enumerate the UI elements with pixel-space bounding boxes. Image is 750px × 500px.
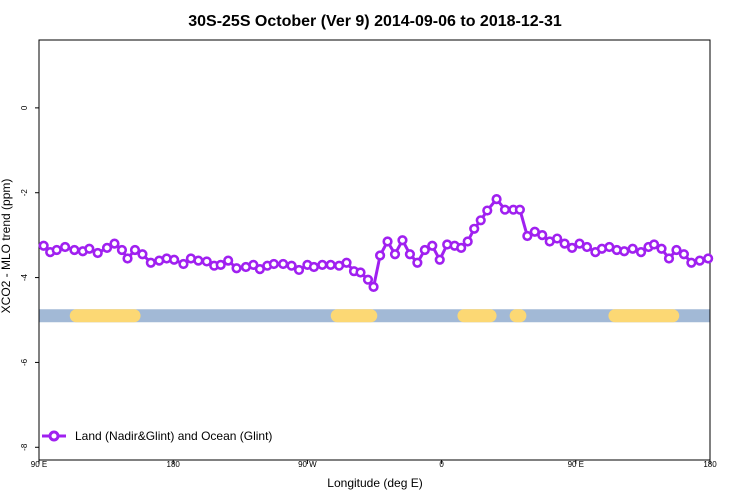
data-point xyxy=(382,236,393,247)
data-point xyxy=(201,256,212,267)
x-tick-label-1: 180 xyxy=(167,460,181,469)
x-tick-label-4: 90 E xyxy=(568,460,584,469)
data-point xyxy=(145,257,156,268)
data-point xyxy=(231,263,242,274)
data-point xyxy=(522,230,533,242)
data-point xyxy=(389,249,401,260)
data-point xyxy=(581,241,593,253)
data-point xyxy=(656,243,667,254)
data-point xyxy=(412,257,423,268)
data-point xyxy=(169,254,180,265)
legend-marker xyxy=(48,430,60,442)
data-point xyxy=(686,257,697,268)
data-point xyxy=(491,193,502,205)
data-point xyxy=(648,239,660,250)
data-point xyxy=(286,260,297,271)
data-point xyxy=(434,254,445,265)
plot-frame xyxy=(38,39,711,461)
data-point xyxy=(59,241,71,253)
data-point xyxy=(122,253,133,264)
legend-label: Land (Nadir&Glint) and Ocean (Glint) xyxy=(75,429,272,443)
data-point xyxy=(566,242,578,253)
x-tick-label-5: 180 xyxy=(703,460,717,469)
data-point xyxy=(499,204,511,215)
data-point xyxy=(537,230,548,241)
y-tick-label-4: -8 xyxy=(20,443,29,451)
data-point xyxy=(341,257,352,268)
data-point xyxy=(137,249,148,260)
data-point xyxy=(116,244,128,256)
data-point xyxy=(362,274,374,285)
data-point xyxy=(69,244,80,256)
data-point xyxy=(619,246,630,257)
data-point xyxy=(268,258,279,270)
data-point xyxy=(38,240,49,251)
x-tick-label-3: 0 xyxy=(439,460,444,469)
data-point xyxy=(469,223,480,234)
x-axis-label: Longitude (deg E) xyxy=(327,476,422,490)
data-point xyxy=(92,247,103,259)
data-point xyxy=(678,249,690,260)
data-point xyxy=(462,236,473,247)
data-point xyxy=(215,259,226,270)
data-point xyxy=(355,267,366,278)
data-point xyxy=(101,242,113,253)
y-axis-label: XCO2 - MLO trend (ppm) xyxy=(0,179,13,314)
data-point xyxy=(404,249,416,260)
data-point xyxy=(193,255,204,266)
data-point xyxy=(178,258,189,270)
data-point xyxy=(456,242,467,253)
data-point xyxy=(325,259,336,270)
data-point xyxy=(627,243,638,254)
data-point xyxy=(84,243,95,254)
data-point xyxy=(308,261,320,273)
y-tick-label-2: -4 xyxy=(20,273,29,281)
series-layer xyxy=(38,193,714,293)
data-point xyxy=(671,244,682,256)
x-tick-label-2: 90 W xyxy=(298,460,317,469)
y-tick-label-3: -6 xyxy=(20,358,29,366)
y-tick-label-1: -2 xyxy=(20,189,29,197)
data-point xyxy=(635,247,647,258)
data-point xyxy=(397,235,408,246)
data-point xyxy=(223,255,234,266)
data-point xyxy=(514,204,525,215)
chart-title: 30S-25S October (Ver 9) 2014-09-06 to 20… xyxy=(188,13,562,30)
data-point xyxy=(374,250,386,261)
data-point xyxy=(317,259,328,270)
data-point xyxy=(475,215,486,226)
y-tick-label-0: 0 xyxy=(20,105,29,110)
data-point xyxy=(559,238,570,249)
data-point xyxy=(293,264,305,276)
data-point xyxy=(278,258,289,270)
data-point xyxy=(663,253,675,264)
data-point xyxy=(109,238,120,249)
data-point xyxy=(51,244,62,256)
data-point xyxy=(552,233,563,244)
data-point xyxy=(694,255,705,266)
data-point xyxy=(129,244,141,256)
data-point xyxy=(427,240,438,251)
data-point xyxy=(368,281,379,293)
x-tick-label-0: 90 E xyxy=(31,460,47,469)
data-point xyxy=(419,244,430,256)
legend: Land (Nadir&Glint) and Ocean (Glint) xyxy=(42,429,272,443)
y-axis: 0 -2 -4 -6 -8 xyxy=(20,105,39,451)
data-point xyxy=(703,253,714,264)
x-axis: 90 E 180 90 W 0 90 E 180 xyxy=(31,460,717,469)
data-point xyxy=(482,205,493,216)
